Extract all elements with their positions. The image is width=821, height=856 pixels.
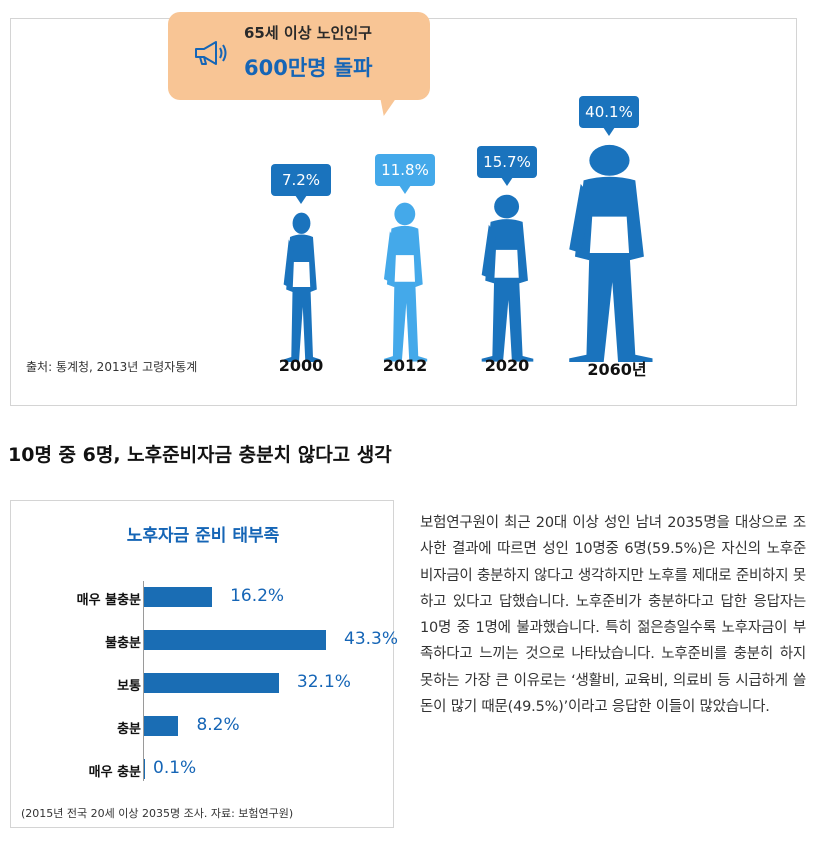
category-label: 매우 불충분 <box>76 593 141 608</box>
year-label: 2060년 <box>587 360 647 379</box>
category-label: 보통 <box>117 679 141 694</box>
bar-value-label: 43.3% <box>344 629 399 649</box>
walking-person-icon <box>482 195 534 362</box>
bottom-source-note: (2015년 전국 20세 이상 2035명 조사. 자료: 보험연구원) <box>21 807 294 820</box>
bar-value-label: 16.2% <box>230 586 285 606</box>
retirement-chart-panel: 노후자금 준비 태부족 매우 불충분 16.2% 불충분 43.3% 보통 32.1% 충분… <box>10 500 398 828</box>
bar-value-label: 8.2% <box>196 715 240 735</box>
percent-bubble: 40.1% <box>579 96 639 136</box>
body-paragraph: 보험연구원이 최근 20대 이상 성인 남녀 2035명을 대상으로 조사한 결… <box>420 515 806 716</box>
bar-value-label: 0.1% <box>153 758 197 778</box>
percent-bubble: 11.8% <box>375 154 435 195</box>
walking-person-icon <box>384 203 428 362</box>
callout-box <box>168 12 430 100</box>
bar-value-label: 32.1% <box>296 672 351 692</box>
category-label: 불충분 <box>105 636 141 651</box>
chart-title: 노후자금 준비 태부족 <box>126 526 280 546</box>
top-source-note: 출처: 통계청, 2013년 고령자통계 <box>26 360 198 374</box>
year-label: 2012 <box>382 356 428 375</box>
bar <box>144 673 279 693</box>
callout-line-2: 600만명 돌파 <box>244 56 373 80</box>
percent-bubble: 15.7% <box>477 146 537 187</box>
percent-bubble: 7.2% <box>271 164 331 204</box>
walking-person-icon <box>283 212 321 362</box>
bar <box>144 630 326 650</box>
bar <box>144 716 179 736</box>
section-title: 10명 중 6명, 노후준비자금 충분치 않다고 생각 <box>8 444 392 466</box>
year-label: 2020 <box>484 356 530 375</box>
category-axis <box>143 581 144 781</box>
megaphone-icon <box>195 41 227 65</box>
bar <box>144 759 145 779</box>
callout-line-1: 65세 이상 노인인구 <box>244 24 372 42</box>
year-label: 2000 <box>278 356 324 375</box>
category-label: 매우 충분 <box>88 765 141 780</box>
bar <box>144 587 213 607</box>
category-label: 충분 <box>117 722 141 737</box>
walking-person-icon <box>568 144 653 362</box>
